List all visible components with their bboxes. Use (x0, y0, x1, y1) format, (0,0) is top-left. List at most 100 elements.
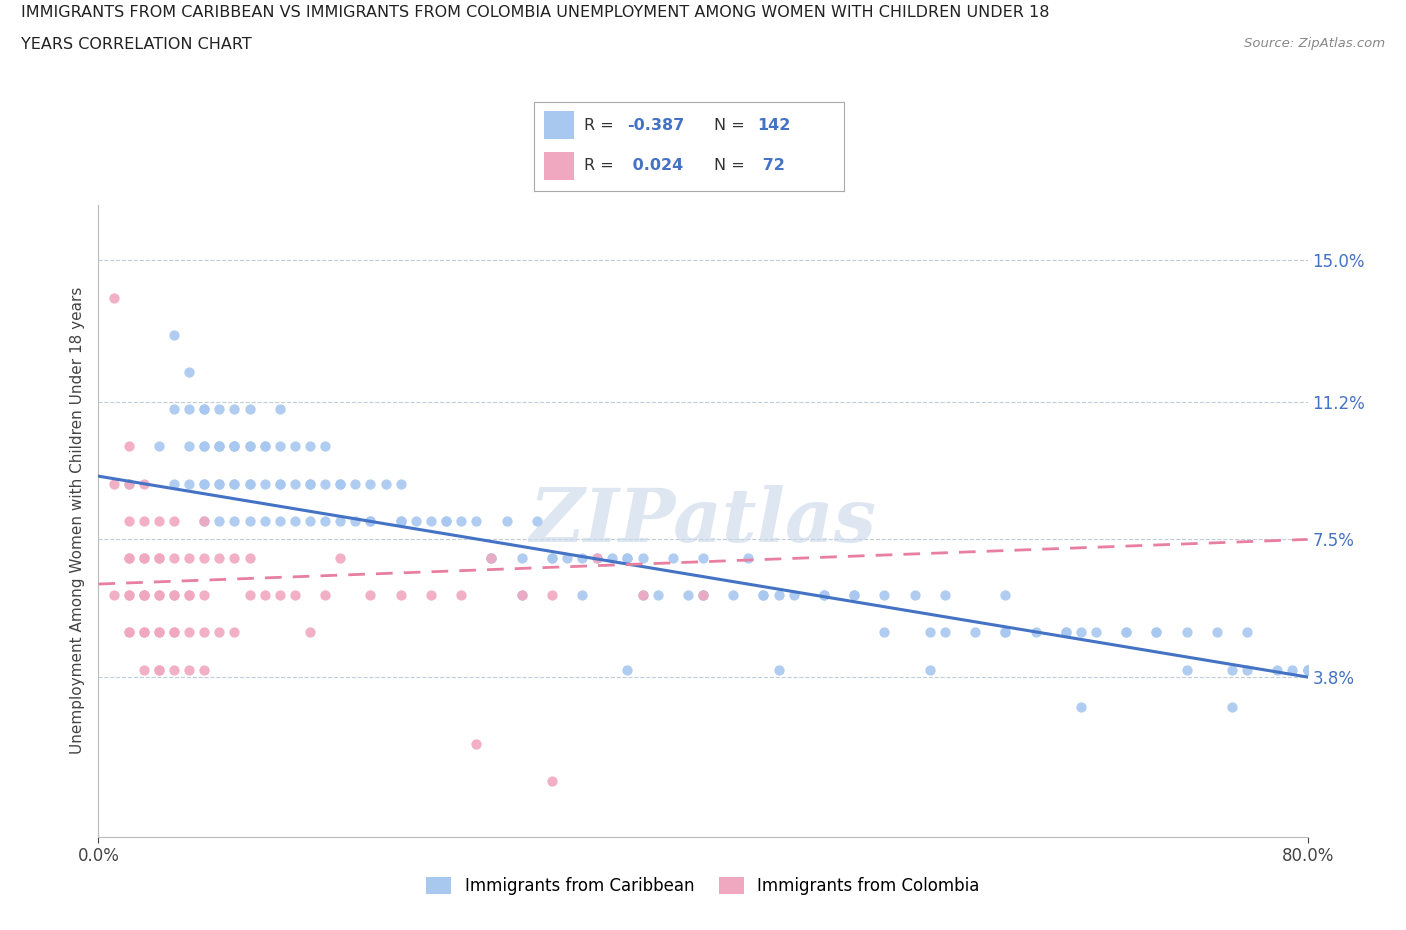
Point (510, 551, 533, 565)
Point (904, 588, 927, 603)
Point (540, 774, 562, 789)
Point (193, 476, 215, 491)
Point (481, 551, 503, 565)
Point (118, 625, 141, 640)
Point (1206, 625, 1229, 640)
Point (224, 439, 246, 454)
Point (208, 439, 231, 454)
Point (450, 513, 472, 528)
Point (360, 476, 382, 491)
Point (177, 625, 201, 640)
Point (616, 551, 638, 565)
Point (132, 625, 155, 640)
Point (193, 476, 215, 491)
Point (329, 476, 352, 491)
Point (314, 439, 336, 454)
Point (239, 513, 262, 528)
Point (193, 513, 215, 528)
Point (193, 402, 215, 417)
Point (571, 588, 593, 603)
Point (224, 476, 246, 491)
Point (239, 402, 262, 417)
Point (768, 662, 790, 677)
Point (616, 551, 638, 565)
Point (586, 551, 609, 565)
Point (602, 551, 624, 565)
Point (844, 588, 866, 603)
Bar (544, 111, 575, 140)
Point (873, 625, 896, 640)
Point (1115, 625, 1137, 640)
Point (721, 588, 744, 603)
Legend: Immigrants from Caribbean, Immigrants from Colombia: Immigrants from Caribbean, Immigrants fr… (419, 870, 987, 901)
Text: N =: N = (714, 158, 744, 173)
Point (360, 588, 382, 603)
Point (177, 439, 201, 454)
Point (768, 588, 790, 603)
Point (118, 476, 141, 491)
Point (1085, 625, 1108, 640)
Text: 72: 72 (756, 158, 785, 173)
Point (118, 625, 141, 640)
Point (481, 551, 503, 565)
Point (118, 439, 141, 454)
Point (163, 588, 186, 603)
Point (269, 439, 291, 454)
Point (208, 476, 231, 491)
Point (495, 513, 517, 528)
Point (177, 402, 201, 417)
Point (692, 588, 714, 603)
Point (132, 588, 155, 603)
Point (269, 476, 291, 491)
Point (1236, 662, 1258, 677)
Point (813, 588, 835, 603)
Point (177, 476, 201, 491)
Y-axis label: Unemployment Among Women with Children Under 18 years: Unemployment Among Women with Children U… (69, 287, 84, 754)
Point (692, 588, 714, 603)
Point (132, 551, 155, 565)
Point (344, 476, 367, 491)
Point (1281, 662, 1303, 677)
Point (419, 513, 441, 528)
Point (163, 551, 186, 565)
Point (434, 513, 457, 528)
Point (389, 513, 412, 528)
Point (918, 662, 941, 677)
Point (314, 476, 336, 491)
Point (1175, 625, 1198, 640)
Point (103, 588, 125, 603)
Point (389, 476, 412, 491)
Point (329, 476, 352, 491)
Point (239, 476, 262, 491)
Point (193, 439, 215, 454)
Point (389, 588, 412, 603)
Point (314, 588, 336, 603)
Point (481, 551, 503, 565)
Point (118, 588, 141, 603)
Point (1175, 662, 1198, 677)
Point (299, 513, 322, 528)
Point (163, 662, 186, 677)
Point (1296, 662, 1319, 677)
Point (1115, 625, 1137, 640)
Point (965, 625, 987, 640)
Point (163, 588, 186, 603)
Text: ZIPatlas: ZIPatlas (530, 485, 876, 557)
Point (148, 551, 170, 565)
Point (208, 551, 231, 565)
Point (389, 513, 412, 528)
Point (193, 513, 215, 528)
Point (103, 476, 125, 491)
Text: N =: N = (714, 118, 744, 133)
Text: R =: R = (583, 118, 613, 133)
Point (253, 439, 276, 454)
Point (193, 439, 215, 454)
Point (782, 588, 804, 603)
Point (299, 476, 322, 491)
Point (269, 402, 291, 417)
Point (163, 327, 186, 342)
Point (1296, 662, 1319, 677)
Point (994, 625, 1017, 640)
Point (1024, 625, 1046, 640)
Point (450, 588, 472, 603)
